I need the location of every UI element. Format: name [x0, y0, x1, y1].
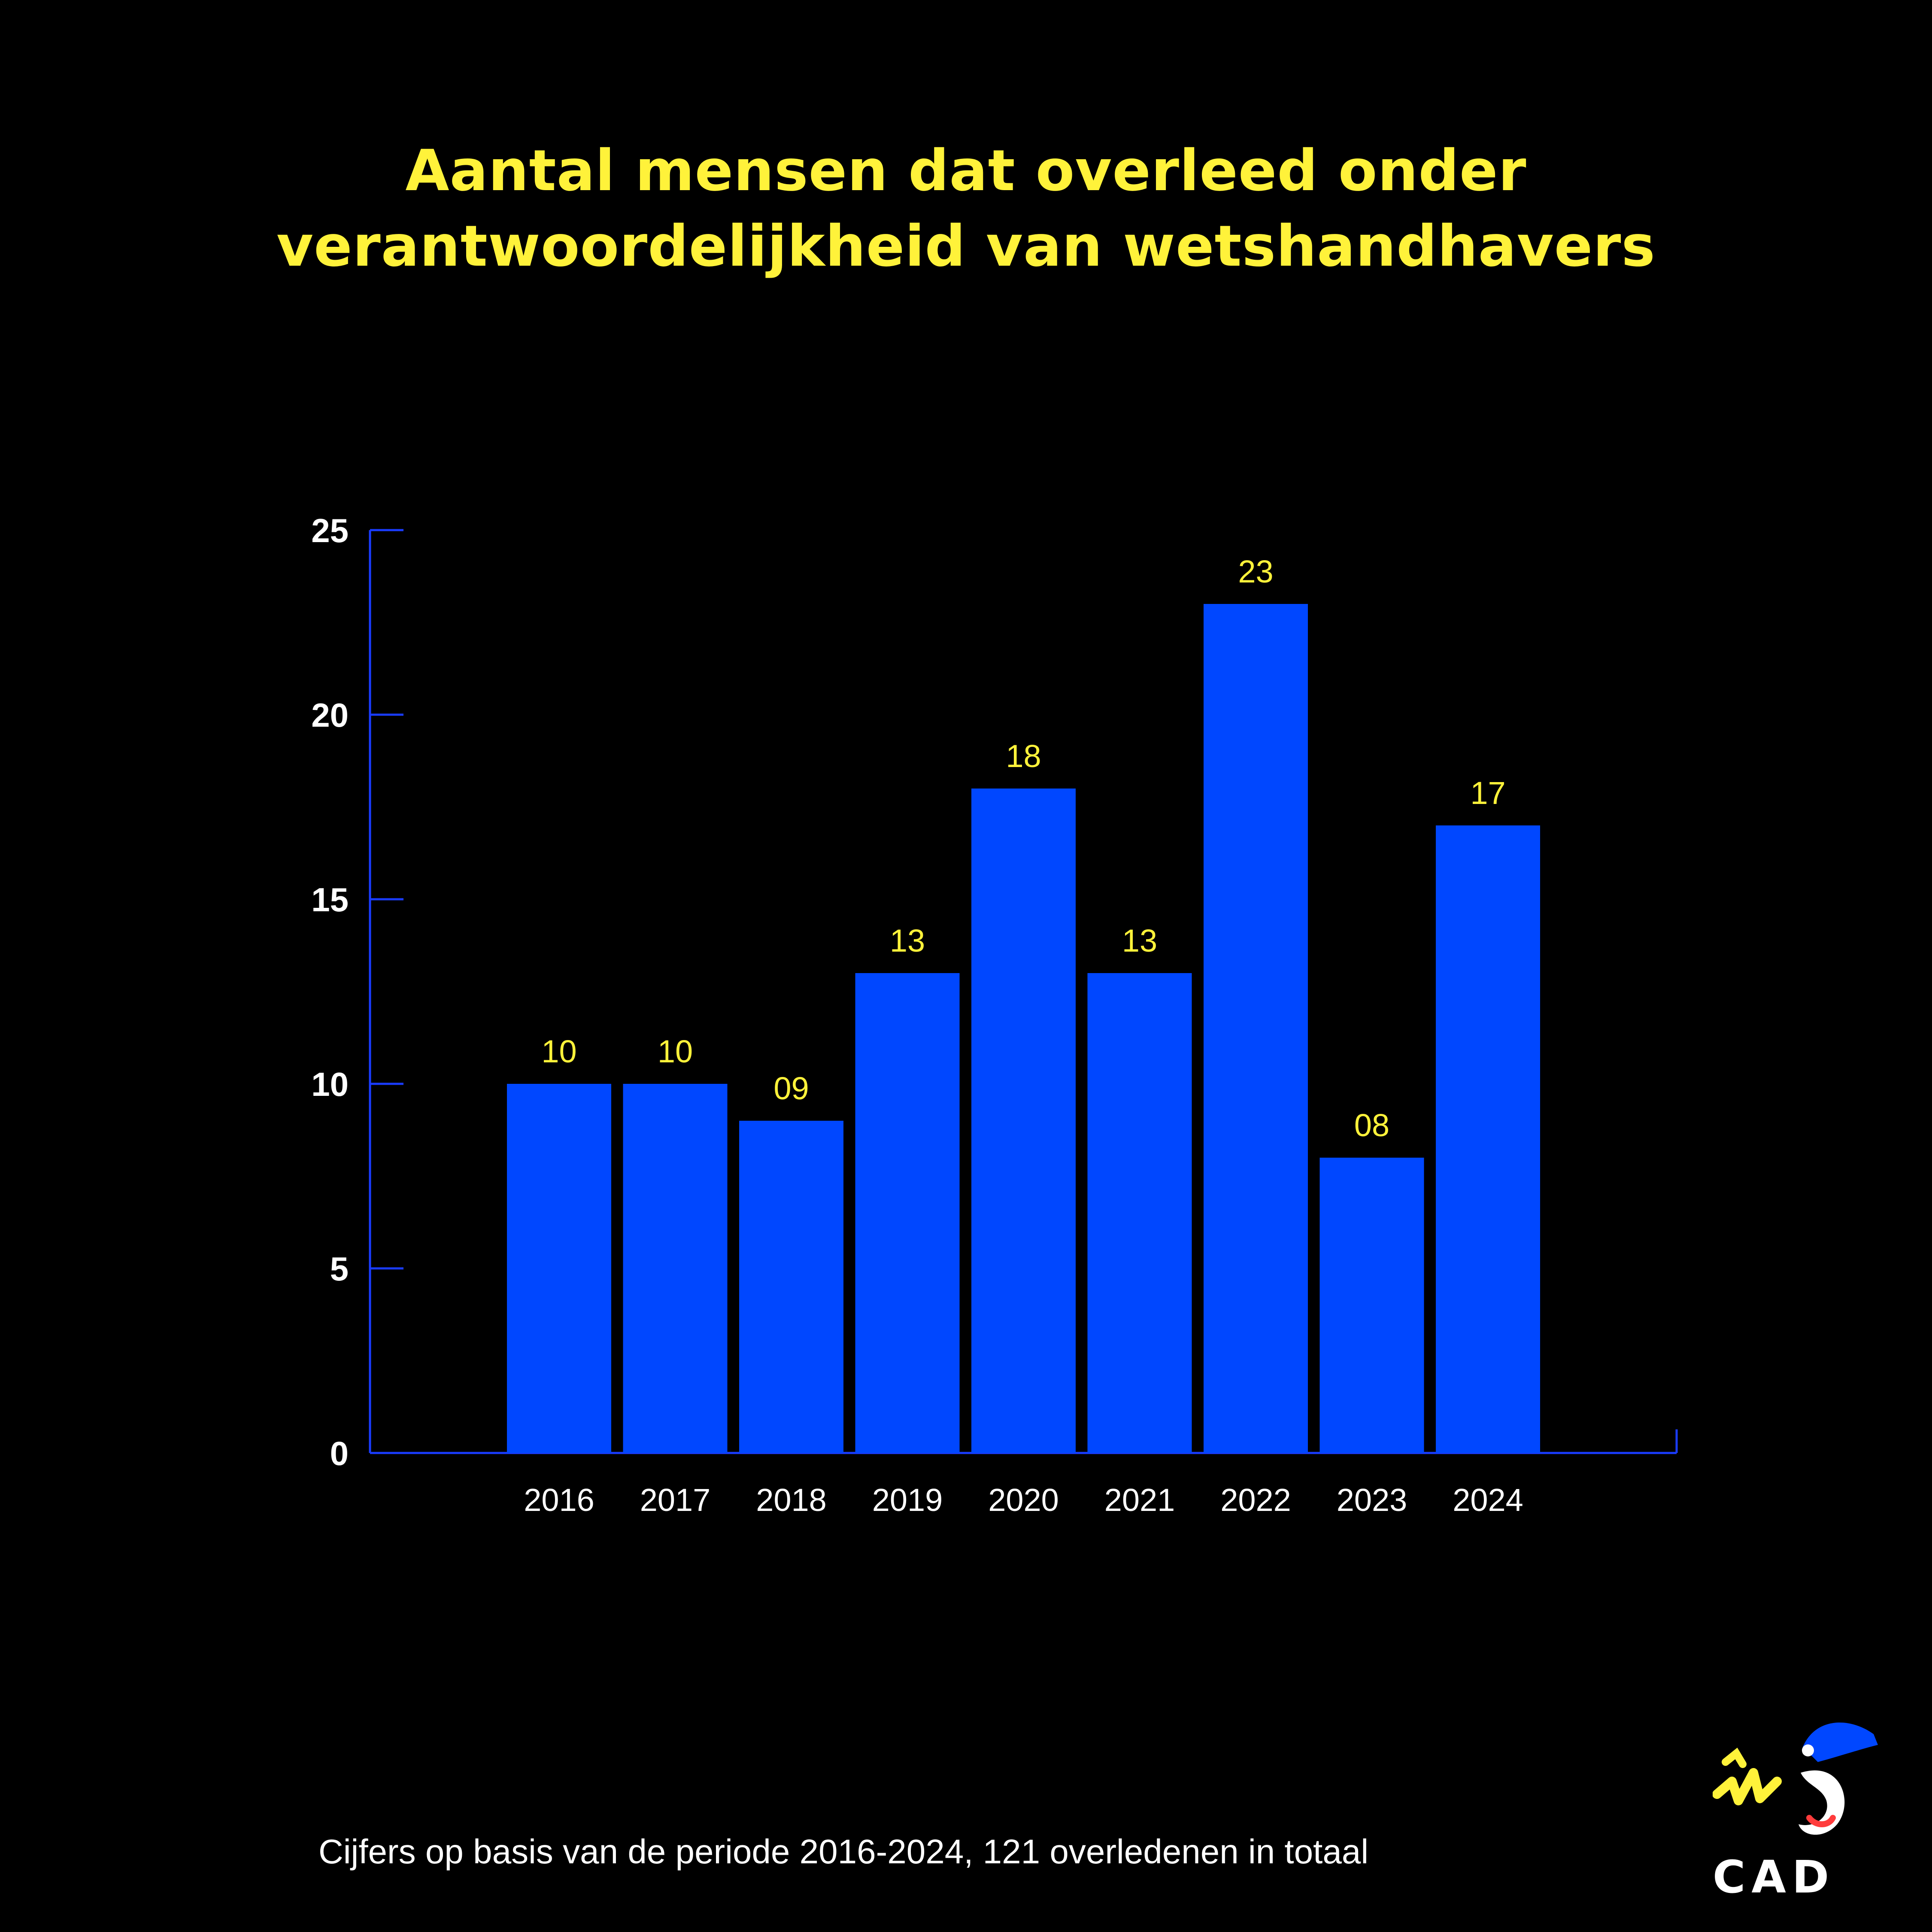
data-label-2018: 09: [773, 1071, 809, 1106]
chart-title: Aantal mensen dat overleed onder verantw…: [0, 133, 1932, 284]
y-tick-label: 0: [330, 1435, 349, 1472]
y-tick-label: 5: [330, 1250, 349, 1288]
chart-title-line-2: verantwoordelijkheid van wetshandhavers: [276, 213, 1656, 279]
data-label-2021: 13: [1122, 923, 1157, 958]
x-tick-label-2021: 2021: [1104, 1482, 1175, 1518]
y-tick-label: 20: [311, 696, 349, 734]
x-tick-label-2016: 2016: [524, 1482, 594, 1518]
chart-axes: 0 5 10 15 20 25: [311, 512, 1678, 1472]
chart-bars: [507, 604, 1540, 1453]
y-tick-label: 15: [311, 881, 349, 919]
cad-logo: CAD: [1712, 1708, 1884, 1903]
x-tick-label-2019: 2019: [872, 1482, 943, 1518]
x-tick-label-2018: 2018: [756, 1482, 827, 1518]
chart-labels: 10 2016 10 2017 09 2018 13 2019 18 2020 13 2021 23 20…: [524, 554, 1523, 1518]
data-label-2016: 10: [541, 1034, 576, 1069]
bar-2021: [1087, 973, 1192, 1453]
data-label-2023: 08: [1354, 1107, 1389, 1143]
bar-2018: [739, 1121, 843, 1453]
footnote: Cijfers op basis van de periode 2016-202…: [318, 1832, 1369, 1871]
x-tick-label-2020: 2020: [988, 1482, 1059, 1518]
x-tick-label-2017: 2017: [640, 1482, 711, 1518]
bar-2016: [507, 1084, 611, 1453]
chart-title-line-1: Aantal mensen dat overleed onder: [405, 138, 1527, 204]
logo-text: CAD: [1713, 1851, 1835, 1903]
x-tick-label-2023: 2023: [1337, 1482, 1407, 1518]
x-tick-label-2024: 2024: [1453, 1482, 1523, 1518]
bar-2019: [855, 973, 960, 1453]
data-label-2019: 13: [890, 923, 925, 958]
bar-2022: [1204, 604, 1308, 1453]
y-tick-label: 10: [311, 1065, 349, 1103]
bar-2023: [1319, 1158, 1424, 1453]
bar-2020: [971, 789, 1076, 1453]
bar-2017: [623, 1084, 728, 1453]
y-tick-label: 25: [311, 512, 349, 549]
x-tick-label-2022: 2022: [1220, 1482, 1291, 1518]
cad-mascot-icon: [1712, 1722, 1878, 1835]
bar-2024: [1436, 825, 1540, 1453]
data-label-2022: 23: [1238, 554, 1273, 589]
data-label-2017: 10: [658, 1034, 693, 1069]
data-label-2020: 18: [1006, 738, 1041, 774]
data-label-2024: 17: [1470, 775, 1505, 811]
